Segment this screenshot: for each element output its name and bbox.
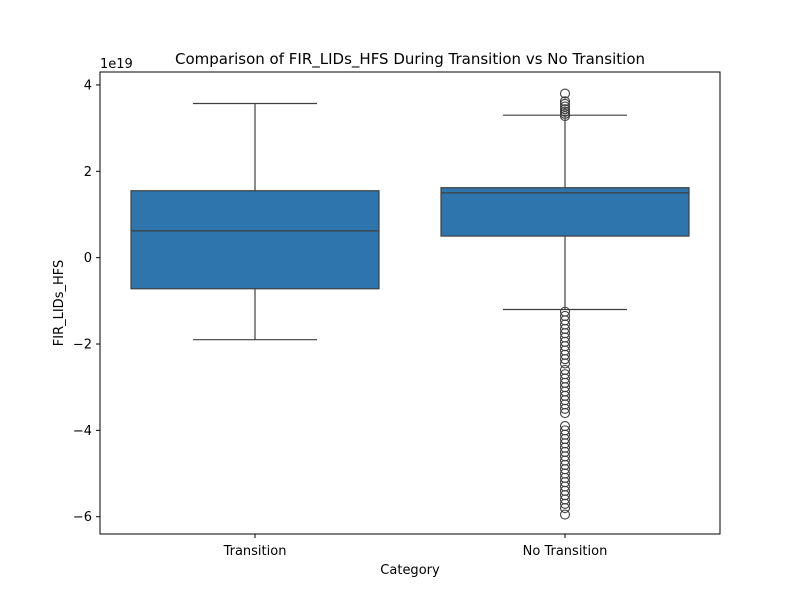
y-axis: 4 2 0 −2 −4 −6 (73, 78, 100, 525)
y-axis-title: FIR_LIDs_HFS (52, 260, 67, 346)
box-group (130, 102, 380, 341)
x-axis: Transition No Transition (223, 534, 608, 559)
outlier-point (559, 96, 571, 107)
iqr-box (130, 190, 380, 290)
y-offset-label: 1e19 (100, 57, 133, 72)
x-tick-label: Transition (223, 544, 287, 559)
outlier-point (559, 503, 571, 514)
outlier-point (559, 98, 571, 110)
y-tick-label: 4 (84, 78, 92, 93)
outlier-point (559, 354, 571, 365)
chart-title: Comparison of FIR_LIDs_HFS During Transi… (175, 50, 645, 69)
outlier-point (559, 358, 571, 369)
outlier-point (559, 498, 571, 509)
boxes-layer (130, 88, 690, 520)
outlier-point (559, 101, 571, 112)
y-tick-label: 0 (84, 251, 92, 266)
box-group (440, 88, 690, 520)
outlier-point (559, 403, 571, 414)
plot-frame (99, 71, 721, 535)
outlier-point (559, 408, 571, 419)
x-axis-title: Category (380, 563, 440, 578)
outlier-point (559, 104, 571, 115)
outlier-point (559, 88, 571, 99)
y-tick-label: 2 (84, 165, 92, 180)
outlier-point (559, 106, 571, 117)
y-tick-label: −6 (73, 510, 92, 525)
outlier-point (559, 509, 571, 520)
x-tick-label: No Transition (523, 544, 608, 559)
y-tick-label: −2 (73, 338, 92, 353)
y-tick-label: −4 (73, 424, 92, 439)
iqr-box (440, 187, 690, 237)
